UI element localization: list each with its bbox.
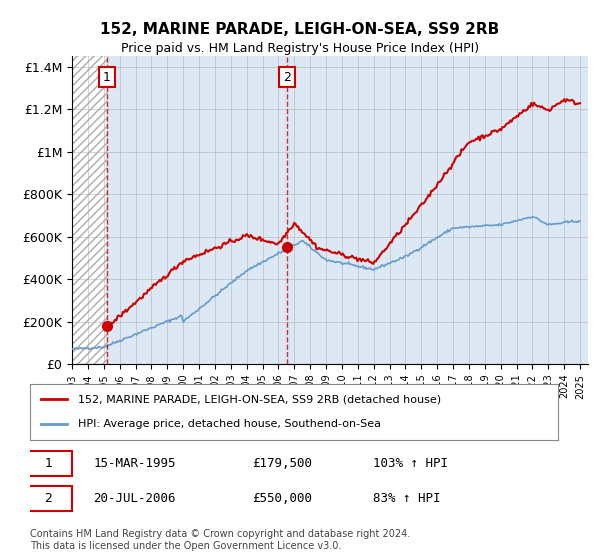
Text: £550,000: £550,000 [252,492,312,505]
Text: 2: 2 [283,71,291,84]
FancyBboxPatch shape [25,451,72,476]
Text: 1: 1 [103,71,111,84]
Text: HPI: Average price, detached house, Southend-on-Sea: HPI: Average price, detached house, Sout… [77,419,380,429]
Text: 20-JUL-2006: 20-JUL-2006 [94,492,176,505]
Bar [72,56,107,364]
FancyBboxPatch shape [25,486,72,511]
Text: 15-MAR-1995: 15-MAR-1995 [94,457,176,470]
Text: 152, MARINE PARADE, LEIGH-ON-SEA, SS9 2RB (detached house): 152, MARINE PARADE, LEIGH-ON-SEA, SS9 2R… [77,394,440,404]
Text: £179,500: £179,500 [252,457,312,470]
Text: Price paid vs. HM Land Registry's House Price Index (HPI): Price paid vs. HM Land Registry's House … [121,42,479,55]
Bar [72,56,107,364]
Text: 103% ↑ HPI: 103% ↑ HPI [373,457,448,470]
Text: 1: 1 [44,457,52,470]
Text: 152, MARINE PARADE, LEIGH-ON-SEA, SS9 2RB: 152, MARINE PARADE, LEIGH-ON-SEA, SS9 2R… [100,22,500,38]
Text: Contains HM Land Registry data © Crown copyright and database right 2024.
This d: Contains HM Land Registry data © Crown c… [30,529,410,551]
Text: 83% ↑ HPI: 83% ↑ HPI [373,492,440,505]
Text: 2: 2 [44,492,52,505]
